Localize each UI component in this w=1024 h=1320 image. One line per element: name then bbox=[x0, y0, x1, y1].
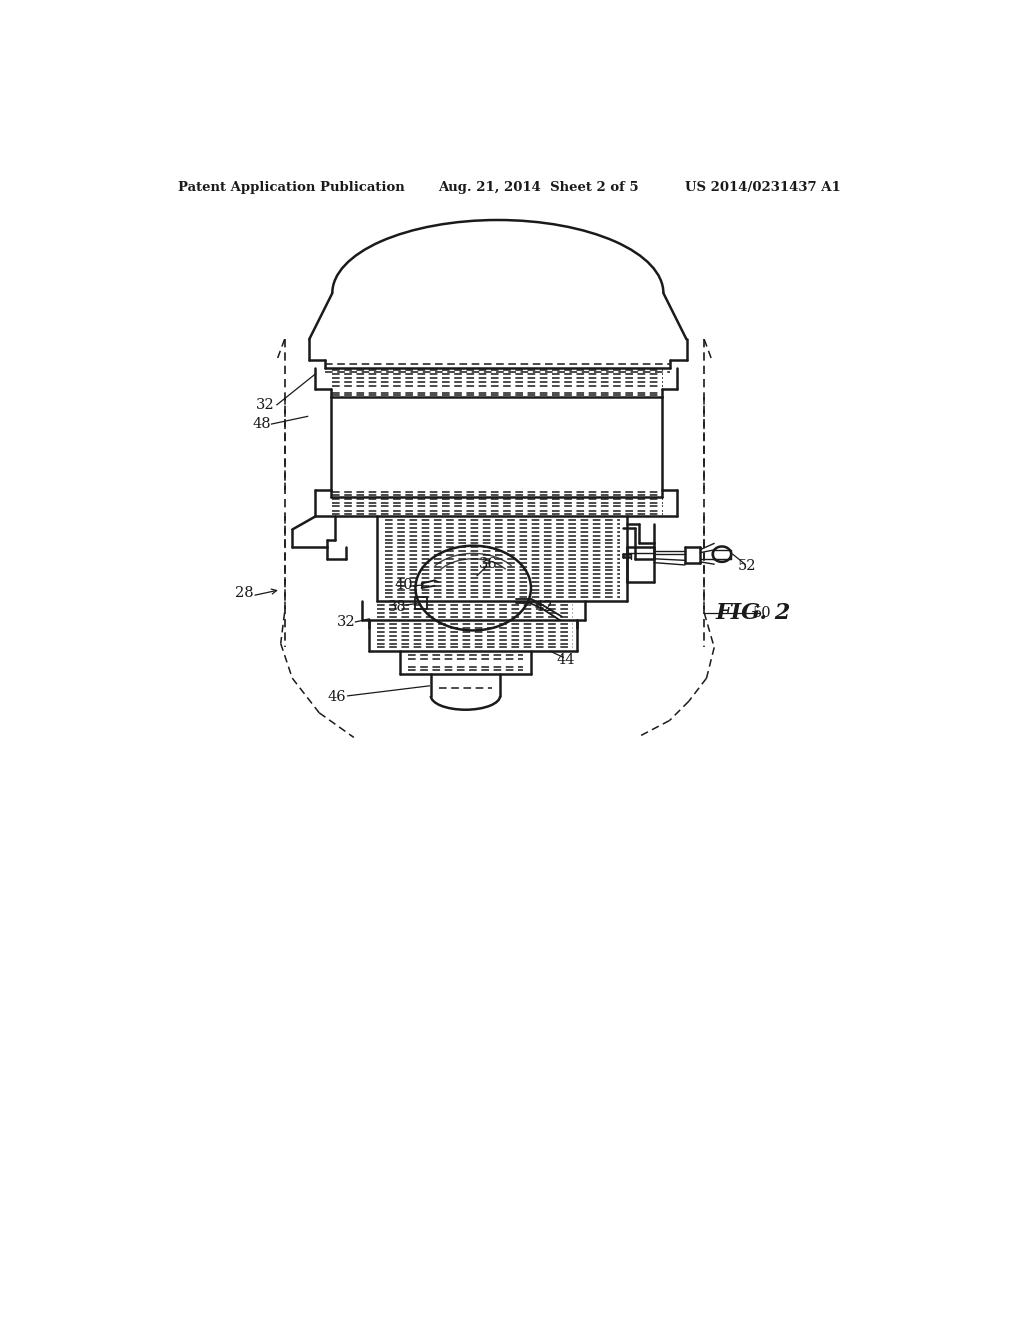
Text: 52: 52 bbox=[737, 560, 756, 573]
Text: 38: 38 bbox=[388, 599, 407, 614]
Text: Aug. 21, 2014  Sheet 2 of 5: Aug. 21, 2014 Sheet 2 of 5 bbox=[438, 181, 639, 194]
Text: 50: 50 bbox=[753, 606, 771, 619]
Text: 32: 32 bbox=[256, 397, 274, 412]
Text: 32: 32 bbox=[337, 615, 355, 628]
Text: 42: 42 bbox=[535, 599, 553, 614]
Text: Patent Application Publication: Patent Application Publication bbox=[178, 181, 406, 194]
Text: 46: 46 bbox=[328, 690, 346, 705]
Text: 48: 48 bbox=[252, 417, 270, 432]
Text: 28: 28 bbox=[236, 586, 254, 601]
Text: US 2014/0231437 A1: US 2014/0231437 A1 bbox=[685, 181, 841, 194]
Text: 40: 40 bbox=[394, 578, 414, 591]
Text: FIG. 2: FIG. 2 bbox=[716, 602, 792, 624]
Text: 44: 44 bbox=[556, 653, 574, 668]
Text: 36: 36 bbox=[479, 557, 498, 572]
